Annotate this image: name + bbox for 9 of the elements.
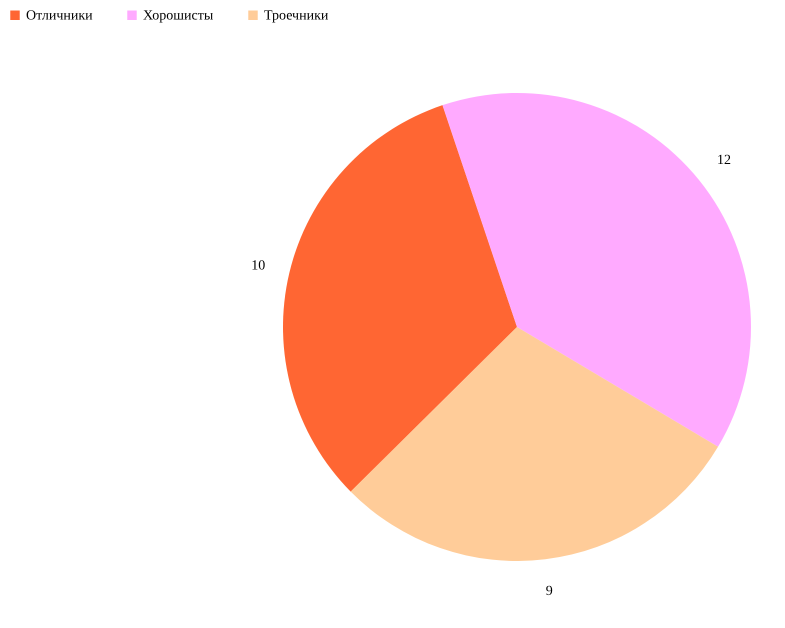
pie-slice bbox=[350, 327, 718, 561]
data-label: 10 bbox=[251, 258, 266, 274]
legend-label: Троечники bbox=[264, 8, 329, 24]
data-label: 12 bbox=[717, 152, 732, 168]
data-label: 9 bbox=[546, 584, 553, 600]
legend-label: Отличники bbox=[26, 8, 94, 24]
pie-slice bbox=[283, 105, 517, 492]
legend-label: Хорошисты bbox=[143, 8, 214, 24]
pie-slice bbox=[442, 93, 751, 447]
